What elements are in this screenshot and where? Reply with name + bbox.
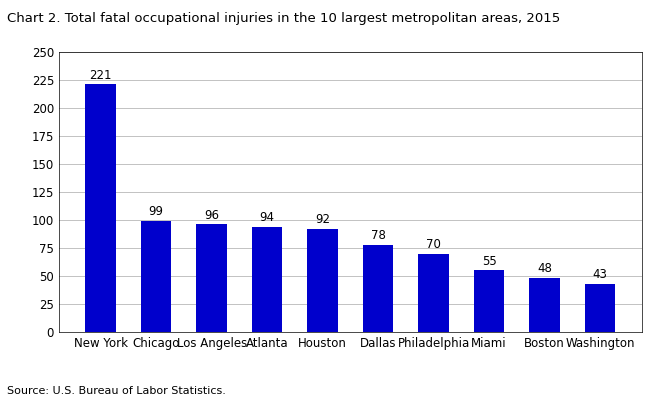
Text: 92: 92 (315, 213, 330, 226)
Bar (529, 278, 560, 332)
Text: 70: 70 (426, 238, 441, 251)
Text: 221: 221 (90, 69, 112, 82)
Bar (585, 284, 616, 332)
Text: 43: 43 (593, 268, 608, 281)
Bar (252, 227, 282, 332)
Bar (307, 229, 338, 332)
Text: Source: U.S. Bureau of Labor Statistics.: Source: U.S. Bureau of Labor Statistics. (7, 386, 225, 396)
Bar (474, 270, 504, 332)
Bar (196, 224, 227, 332)
Bar (363, 245, 394, 332)
Text: 99: 99 (149, 205, 164, 218)
Bar (141, 221, 172, 332)
Text: 48: 48 (537, 262, 552, 276)
Text: 96: 96 (204, 209, 219, 222)
Bar (419, 254, 449, 332)
Text: 55: 55 (482, 254, 496, 268)
Text: Chart 2. Total fatal occupational injuries in the 10 largest metropolitan areas,: Chart 2. Total fatal occupational injuri… (7, 12, 560, 25)
Text: 94: 94 (259, 211, 274, 224)
Text: 78: 78 (371, 229, 386, 242)
Bar (85, 84, 116, 332)
